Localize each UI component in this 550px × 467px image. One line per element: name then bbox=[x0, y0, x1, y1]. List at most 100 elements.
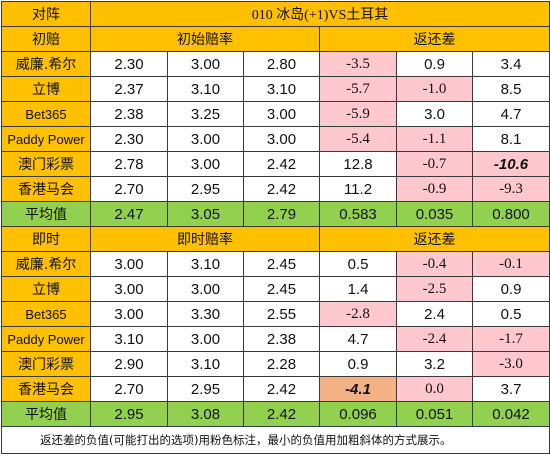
return-diff-home: -3.5 bbox=[319, 51, 397, 77]
odds-home: 2.30 bbox=[90, 126, 168, 152]
return-diff-home: -5.4 bbox=[319, 126, 397, 152]
return-diff-home-min: -4.1 bbox=[319, 376, 397, 402]
return-diff-draw: 2.4 bbox=[396, 301, 473, 327]
odds-draw: 3.10 bbox=[167, 251, 244, 277]
return-diff-home: 12.8 bbox=[319, 151, 397, 177]
odds-table: 对阵 010 冰岛(+1)VS土耳其 初赔 初始赔率 返还差 威廉.希尔 2.3… bbox=[1, 1, 550, 454]
bookmaker-name: 澳门彩票 bbox=[1, 351, 91, 377]
odds-away: 3.10 bbox=[243, 76, 320, 102]
return-diff-home: -5.7 bbox=[319, 76, 397, 102]
odds-away: 2.80 bbox=[243, 51, 320, 77]
avg-odds-home: 2.95 bbox=[90, 401, 168, 427]
avg-odds-draw: 3.05 bbox=[167, 201, 244, 227]
avg-odds-draw: 3.08 bbox=[167, 401, 244, 427]
footnote: 返还差的负值(可能打出的选项)用粉色标注，最小的负值用加粗斜体的方式展示。 bbox=[1, 426, 550, 454]
return-diff-away: -9.3 bbox=[472, 176, 550, 202]
odds-away: 2.45 bbox=[243, 251, 320, 277]
table-row: Paddy Power 2.30 3.00 3.00 -5.4 -1.1 8.1 bbox=[1, 126, 550, 152]
table-row: Bet365 2.38 3.25 3.00 -5.9 3.0 4.7 bbox=[1, 101, 550, 127]
bookmaker-name: Paddy Power bbox=[1, 126, 91, 152]
return-diff-draw: -0.9 bbox=[396, 176, 473, 202]
avg-return-away: 0.800 bbox=[472, 201, 550, 227]
odds-draw: 3.00 bbox=[167, 326, 244, 352]
odds-away: 2.45 bbox=[243, 276, 320, 302]
odds-home: 3.10 bbox=[90, 326, 168, 352]
average-label: 平均值 bbox=[1, 401, 91, 427]
return-diff-home: 4.7 bbox=[319, 326, 397, 352]
live-return-header: 返还差 bbox=[319, 226, 550, 252]
table-row: Paddy Power 3.10 3.00 2.38 4.7 -2.4 -1.7 bbox=[1, 326, 550, 352]
odds-away: 2.28 bbox=[243, 351, 320, 377]
return-diff-draw: 0.9 bbox=[396, 51, 473, 77]
return-diff-away: 0.9 bbox=[472, 276, 550, 302]
odds-home: 2.30 bbox=[90, 51, 168, 77]
odds-draw: 3.30 bbox=[167, 301, 244, 327]
table-row: 立博 3.00 3.00 2.45 1.4 -2.5 0.9 bbox=[1, 276, 550, 302]
return-diff-draw: -2.4 bbox=[396, 326, 473, 352]
avg-return-home: 0.583 bbox=[319, 201, 397, 227]
return-diff-home: 0.9 bbox=[319, 351, 397, 377]
live-header-row: 即时 即时赔率 返还差 bbox=[1, 226, 550, 252]
bookmaker-name: Bet365 bbox=[1, 101, 91, 127]
odds-home: 3.00 bbox=[90, 276, 168, 302]
average-row: 平均值 2.47 3.05 2.79 0.583 0.035 0.800 bbox=[1, 201, 550, 227]
odds-home: 2.37 bbox=[90, 76, 168, 102]
bookmaker-name: Bet365 bbox=[1, 301, 91, 327]
odds-away: 2.42 bbox=[243, 151, 320, 177]
table-row: Bet365 3.00 3.30 2.55 -2.8 2.4 0.5 bbox=[1, 301, 550, 327]
return-diff-away: 3.4 bbox=[472, 51, 550, 77]
odds-draw: 3.00 bbox=[167, 126, 244, 152]
return-diff-away: 4.7 bbox=[472, 101, 550, 127]
bookmaker-name: 威廉.希尔 bbox=[1, 51, 91, 77]
avg-return-draw: 0.051 bbox=[396, 401, 473, 427]
odds-away: 3.00 bbox=[243, 101, 320, 127]
return-diff-home: 0.5 bbox=[319, 251, 397, 277]
return-diff-away: 3.7 bbox=[472, 376, 550, 402]
odds-draw: 3.10 bbox=[167, 76, 244, 102]
corner-label: 对阵 bbox=[1, 1, 91, 27]
bookmaker-name: 威廉.希尔 bbox=[1, 251, 91, 277]
match-title: 010 冰岛(+1)VS土耳其 bbox=[90, 1, 550, 27]
table-row: 立博 2.37 3.10 3.10 -5.7 -1.0 8.5 bbox=[1, 76, 550, 102]
initial-odds-header: 初始赔率 bbox=[90, 26, 320, 52]
return-diff-away: 8.5 bbox=[472, 76, 550, 102]
odds-home: 3.00 bbox=[90, 301, 168, 327]
initial-section-label: 初赔 bbox=[1, 26, 91, 52]
odds-home: 2.38 bbox=[90, 101, 168, 127]
return-diff-draw: -1.1 bbox=[396, 126, 473, 152]
odds-home: 2.70 bbox=[90, 376, 168, 402]
bookmaker-name: 香港马会 bbox=[1, 176, 91, 202]
avg-return-home: 0.096 bbox=[319, 401, 397, 427]
table-row: 威廉.希尔 3.00 3.10 2.45 0.5 -0.4 -0.1 bbox=[1, 251, 550, 277]
odds-away: 2.42 bbox=[243, 176, 320, 202]
bookmaker-name: 香港马会 bbox=[1, 376, 91, 402]
avg-return-draw: 0.035 bbox=[396, 201, 473, 227]
table-row: 香港马会 2.70 2.95 2.42 11.2 -0.9 -9.3 bbox=[1, 176, 550, 202]
table-row: 威廉.希尔 2.30 3.00 2.80 -3.5 0.9 3.4 bbox=[1, 51, 550, 77]
return-diff-draw: -0.7 bbox=[396, 151, 473, 177]
return-diff-home: -5.9 bbox=[319, 101, 397, 127]
return-diff-draw: -0.4 bbox=[396, 251, 473, 277]
return-diff-home: 11.2 bbox=[319, 176, 397, 202]
return-diff-away: -0.1 bbox=[472, 251, 550, 277]
return-diff-away: 0.5 bbox=[472, 301, 550, 327]
odds-away: 2.38 bbox=[243, 326, 320, 352]
return-diff-draw: 3.2 bbox=[396, 351, 473, 377]
odds-draw: 2.95 bbox=[167, 376, 244, 402]
footnote-row: 返还差的负值(可能打出的选项)用粉色标注，最小的负值用加粗斜体的方式展示。 bbox=[1, 426, 550, 454]
avg-return-away: 0.042 bbox=[472, 401, 550, 427]
odds-draw: 3.00 bbox=[167, 276, 244, 302]
return-diff-away: -1.7 bbox=[472, 326, 550, 352]
avg-odds-home: 2.47 bbox=[90, 201, 168, 227]
return-diff-draw: 0.0 bbox=[396, 376, 473, 402]
bookmaker-name: Paddy Power bbox=[1, 326, 91, 352]
table-row: 澳门彩票 2.90 3.10 2.28 0.9 3.2 -3.0 bbox=[1, 351, 550, 377]
return-diff-home: 1.4 bbox=[319, 276, 397, 302]
live-section-label: 即时 bbox=[1, 226, 91, 252]
bookmaker-name: 澳门彩票 bbox=[1, 151, 91, 177]
return-diff-away: 8.1 bbox=[472, 126, 550, 152]
table-row: 香港马会 2.70 2.95 2.42 -4.1 0.0 3.7 bbox=[1, 376, 550, 402]
odds-draw: 3.00 bbox=[167, 51, 244, 77]
odds-home: 2.78 bbox=[90, 151, 168, 177]
average-label: 平均值 bbox=[1, 201, 91, 227]
